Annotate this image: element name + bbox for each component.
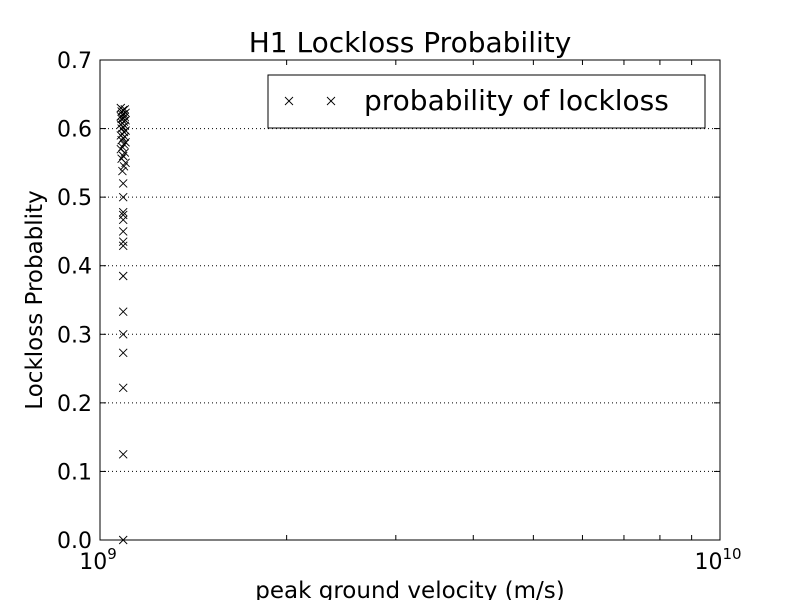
data-point [118,383,128,393]
y-tick-label: 0.1 [57,460,92,485]
data-point [118,192,128,202]
data-point [118,449,128,459]
legend-label: probability of lockloss [364,84,669,117]
data-point [118,142,127,152]
y-tick-label: 0.4 [57,255,92,280]
data-point [118,166,127,176]
legend-marker-x-icon [326,96,336,106]
data-point [121,137,130,147]
x-axis-label: peak ground velocity (m/s) [255,578,564,600]
data-point [118,271,128,281]
x-marker [326,96,336,106]
y-tick-label: 0.0 [57,529,92,554]
plot-frame [99,59,721,541]
grid-lines [100,128,720,472]
data-point [118,210,128,220]
x-marker [284,96,294,106]
data-point [118,215,128,225]
data-point [118,241,128,251]
y-tick-label: 0.7 [57,49,92,74]
legend-box [267,74,706,129]
legend: probability of lockloss [267,74,706,129]
data-point [118,307,128,316]
data-points [116,103,130,545]
data-point [118,179,128,188]
y-axis-label: Lockloss Probablity [22,190,48,409]
y-tick-label: 0.2 [57,392,92,417]
data-point [118,348,128,358]
y-tick-label: 0.6 [57,118,92,143]
y-axis-ticks: 0.0 0.1 0.2 0.3 0.4 0.5 0.6 0.7 [57,49,720,554]
data-point [117,154,126,164]
legend-marker-x-icon [284,96,294,106]
data-point [118,207,128,217]
data-point [116,103,126,113]
data-point [118,227,128,236]
x-tick-label: 1010 [694,545,741,575]
data-point [118,329,128,339]
y-tick-label: 0.5 [57,186,92,211]
data-point [118,237,128,247]
x-axis-ticks: 109 1010 [79,60,742,575]
y-tick-label: 0.3 [57,323,92,348]
chart-title: H1 Lockloss Probability [249,26,572,59]
x-tick-label: 109 [79,545,117,575]
